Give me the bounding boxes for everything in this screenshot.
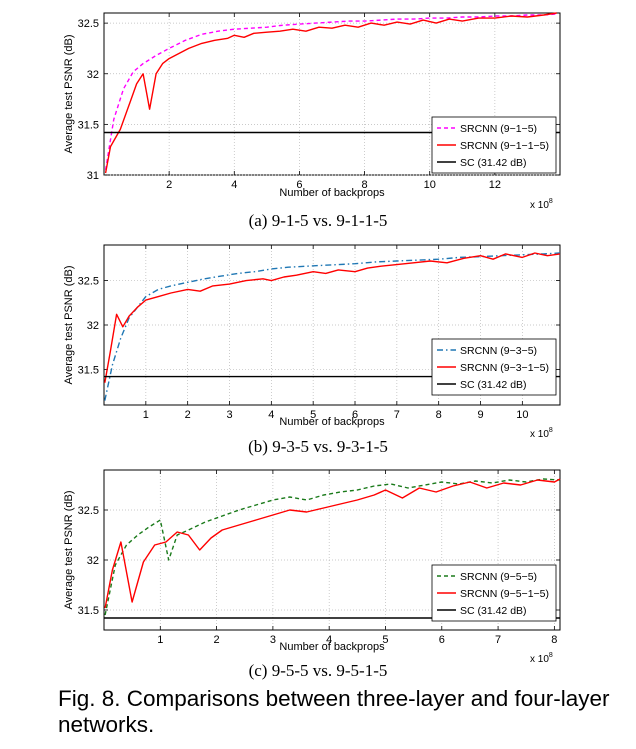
x-tick-label: 2: [185, 409, 191, 421]
figure-caption: Fig. 8. Comparisons between three-layer …: [58, 686, 610, 737]
x-axis-label: Number of backprops: [279, 187, 385, 199]
x-tick-label: 1: [143, 409, 149, 421]
gridlines: [104, 470, 560, 630]
legend-label: SRCNN (9−3−1−5): [460, 362, 549, 374]
x-tick-label: 12: [489, 179, 501, 191]
y-tick-label: 32.5: [78, 18, 99, 30]
series-line-1: [104, 13, 557, 171]
x-tick-label: 3: [226, 409, 232, 421]
x-tick-label: 9: [477, 409, 483, 421]
series-line-2: [104, 478, 561, 609]
ticks: 2 4 6 8 10 12 31 31.5 32 32.5: [78, 13, 560, 191]
x-tick-label: 7: [495, 634, 501, 646]
x-tick-label: 6: [439, 634, 445, 646]
x-tick-label: 6: [296, 179, 302, 191]
y-tick-label: 32.5: [78, 276, 99, 288]
legend-label: SC (31.42 dB): [460, 157, 527, 169]
x-exponent: x 108: [530, 198, 553, 211]
x-tick-label: 10: [424, 179, 436, 191]
x-tick-label: 5: [382, 634, 388, 646]
x-tick-label: 10: [516, 409, 528, 421]
x-tick-label: 2: [214, 634, 220, 646]
y-tick-label: 32: [87, 69, 99, 81]
y-axis-label: Average test PSNR (dB): [63, 34, 75, 153]
x-tick-label: 8: [362, 179, 368, 191]
x-exponent: x 108: [530, 427, 553, 440]
series-line-1: [104, 252, 561, 401]
y-tick-label: 32: [87, 320, 99, 332]
y-tick-label: 32.5: [78, 505, 99, 517]
y-tick-label: 31.5: [78, 364, 99, 376]
series-line-2: [104, 12, 557, 174]
y-tick-label: 32: [87, 555, 99, 567]
x-tick-label: 8: [436, 409, 442, 421]
x-tick-label: 3: [270, 634, 276, 646]
x-tick-label: 8: [551, 634, 557, 646]
legend: SRCNN (9−3−5) SRCNN (9−3−1−5) SC (31.42 dB…: [431, 338, 557, 396]
legend-label: SRCNN (9−5−1−5): [460, 588, 549, 600]
x-tick-label: 4: [326, 634, 332, 646]
gridlines: [104, 245, 560, 405]
legend-label: SC (31.42 dB): [460, 605, 527, 617]
y-axis-label: Average test PSNR (dB): [63, 265, 75, 384]
x-tick-label: 5: [310, 409, 316, 421]
x-tick-label: 2: [166, 179, 172, 191]
x-exponent: x 108: [530, 652, 553, 665]
y-axis-label: Average test PSNR (dB): [63, 490, 75, 609]
legend-label: SRCNN (9−5−5): [460, 571, 537, 583]
legend-label: SRCNN (9−3−5): [460, 345, 537, 357]
legend-label: SRCNN (9−1−1−5): [460, 140, 549, 152]
legend: SRCNN (9−1−5) SRCNN (9−1−1−5) SC (31.42 dB…: [431, 116, 557, 174]
x-axis-label: Number of backprops: [279, 641, 385, 653]
subcaption-c: (c) 9-5-5 vs. 9-5-1-5: [248, 661, 388, 680]
x-tick-label: 6: [352, 409, 358, 421]
chart-c: 1 2 3 4 5 6 7 8 31.5 32 32.5 Average test PSNR (dB…: [63, 469, 561, 665]
y-tick-label: 31.5: [78, 605, 99, 617]
legend-label: SRCNN (9−1−5): [460, 123, 537, 135]
ticks: 1 2 3 4 5 6 7 8 31.5 32 32.5: [78, 470, 560, 646]
subcaption-a: (a) 9-1-5 vs. 9-1-1-5: [248, 211, 388, 230]
legend-label: SC (31.42 dB): [460, 379, 527, 391]
subcaption-b: (b) 9-3-5 vs. 9-3-1-5: [248, 437, 388, 456]
y-tick-label: 31.5: [78, 119, 99, 131]
x-tick-label: 4: [268, 409, 274, 421]
series-line-2: [104, 252, 561, 383]
chart-b: 1 2 3 4 5 6 7 8 9 10 31.5 32 32.5 Average test PSNR …: [63, 244, 561, 440]
legend: SRCNN (9−5−5) SRCNN (9−5−1−5) SC (31.42 dB…: [431, 564, 557, 622]
x-tick-label: 4: [231, 179, 237, 191]
x-axis-label: Number of backprops: [279, 416, 385, 428]
y-tick-label: 31: [87, 170, 99, 182]
chart-a: 2 4 6 8 10 12 31 31.5 32 32.5 Average test PSNR (…: [63, 12, 561, 211]
x-tick-label: 1: [157, 634, 163, 646]
x-tick-label: 7: [394, 409, 400, 421]
ticks: 1 2 3 4 5 6 7 8 9 10 31.5 32 32.5: [78, 245, 560, 421]
series-line-1: [104, 478, 561, 616]
